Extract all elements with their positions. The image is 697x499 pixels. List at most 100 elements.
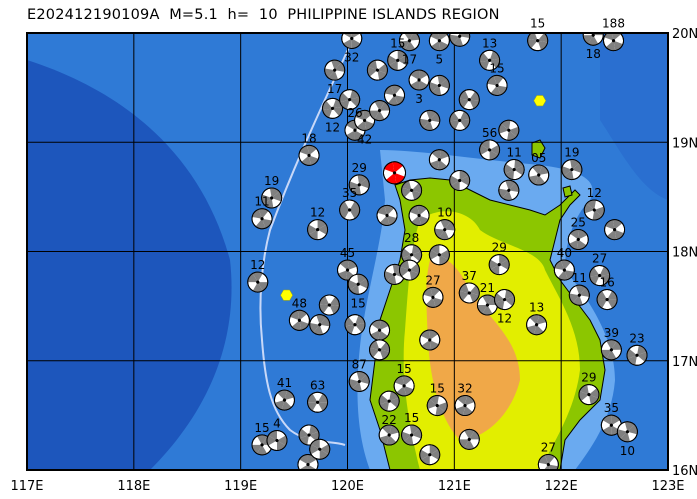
- focal-mechanism-beachball[interactable]: [419, 444, 441, 466]
- mechanism-label: 3: [415, 92, 423, 106]
- focal-mechanism-beachball[interactable]: [375, 421, 403, 449]
- focal-mechanism-beachball[interactable]: [431, 216, 458, 243]
- focal-mechanism-beachball[interactable]: [347, 273, 369, 295]
- focal-mechanism-beachball[interactable]: [405, 66, 432, 93]
- focal-mechanism-beachball[interactable]: [447, 23, 473, 49]
- focal-mechanism-beachball[interactable]: [375, 203, 399, 227]
- focal-mechanism-beachball[interactable]: [400, 243, 423, 266]
- focal-mechanism-beachball[interactable]: [347, 369, 371, 393]
- focal-mechanism-beachball[interactable]: [426, 27, 453, 54]
- focal-mechanism-beachball[interactable]: [455, 86, 483, 114]
- focal-mechanism-beachball[interactable]: [496, 117, 522, 143]
- focal-mechanism-beachball[interactable]: [307, 312, 333, 338]
- focal-mechanism-beachball[interactable]: [320, 96, 346, 122]
- focal-mechanism-beachball[interactable]: [365, 336, 393, 364]
- focal-mechanism-beachball[interactable]: [488, 254, 510, 276]
- target-event-beachball[interactable]: [380, 159, 408, 187]
- focal-mechanism-beachball[interactable]: [503, 159, 525, 181]
- focal-mechanism-beachball[interactable]: [575, 381, 603, 409]
- focal-mechanism-beachball[interactable]: [560, 158, 583, 181]
- focal-mechanism-beachball[interactable]: [586, 262, 613, 289]
- focal-mechanism-beachball[interactable]: [342, 312, 368, 338]
- focal-mechanism-beachball[interactable]: [602, 217, 628, 243]
- focal-mechanism-beachball[interactable]: [496, 178, 522, 204]
- focal-mechanism-beachball[interactable]: [525, 161, 553, 189]
- focal-mechanism-beachball[interactable]: [400, 423, 423, 446]
- focal-mechanism-beachball[interactable]: [522, 311, 550, 339]
- focal-mechanism-beachball[interactable]: [581, 197, 607, 223]
- focal-mechanism-beachball[interactable]: [352, 108, 378, 134]
- lon-tick-label: 121E: [438, 479, 471, 494]
- mechanism-label: 18: [301, 131, 316, 145]
- focal-mechanism-beachball[interactable]: [598, 336, 625, 363]
- focal-mechanism-beachball[interactable]: [615, 420, 639, 444]
- focal-mechanism-beachball[interactable]: [322, 57, 348, 83]
- focal-mechanism-beachball[interactable]: [247, 271, 269, 293]
- focal-mechanism-beachball[interactable]: [336, 196, 363, 223]
- focal-mechanism-beachball[interactable]: [296, 143, 322, 169]
- focal-mechanism-beachball[interactable]: [421, 285, 445, 309]
- map-frame: [26, 32, 669, 471]
- focal-mechanism-beachball[interactable]: [593, 286, 620, 313]
- focal-mechanism-beachball[interactable]: [297, 423, 320, 446]
- mechanism-label: 10: [620, 444, 635, 458]
- mechanism-label: 5: [436, 53, 444, 67]
- focal-mechanism-beachball[interactable]: [397, 176, 425, 204]
- focal-mechanism-beachball[interactable]: [449, 169, 471, 191]
- mechanism-label: 41: [277, 376, 292, 390]
- focal-mechanism-beachball[interactable]: [524, 27, 552, 55]
- focal-mechanism-beachball[interactable]: [553, 258, 576, 281]
- mechanism-label: 4: [273, 417, 281, 431]
- mechanism-label: 27: [425, 273, 440, 287]
- mechanism-label: 63: [310, 378, 325, 392]
- focal-mechanism-beachball[interactable]: [424, 393, 450, 419]
- focal-mechanism-beachball[interactable]: [307, 219, 329, 241]
- focal-mechanism-beachball[interactable]: [363, 56, 391, 84]
- focal-mechanism-beachball[interactable]: [580, 22, 607, 49]
- focal-mechanism-beachball[interactable]: [366, 97, 393, 124]
- focal-mechanism-beachball[interactable]: [564, 226, 592, 254]
- focal-mechanism-beachball[interactable]: [387, 49, 409, 71]
- focal-mechanism-beachball[interactable]: [428, 74, 451, 97]
- focal-mechanism-beachball[interactable]: [260, 186, 283, 209]
- focal-mechanism-beachball[interactable]: [567, 282, 593, 308]
- focal-mechanism-beachball[interactable]: [250, 207, 273, 230]
- focal-mechanism-beachball[interactable]: [477, 47, 503, 73]
- mechanism-label: 87: [352, 358, 367, 372]
- focal-mechanism-beachball[interactable]: [391, 373, 417, 399]
- mechanism-label: 23: [629, 331, 644, 345]
- focal-mechanism-beachball[interactable]: [306, 436, 333, 463]
- focal-mechanism-beachball[interactable]: [270, 386, 298, 414]
- lon-tick-label: 119E: [224, 479, 257, 494]
- mechanism-label: 17: [327, 82, 342, 96]
- focal-mechanism-beachball[interactable]: [474, 291, 501, 318]
- focal-mechanism-beachball[interactable]: [417, 108, 443, 134]
- lon-tick-label: 118E: [117, 479, 150, 494]
- focal-mechanism-beachball[interactable]: [485, 74, 508, 97]
- focal-mechanism-beachball[interactable]: [451, 391, 479, 419]
- focal-mechanism-beachball[interactable]: [426, 241, 453, 268]
- focal-mechanism-beachball[interactable]: [287, 308, 313, 334]
- focal-mechanism-beachball[interactable]: [455, 279, 483, 307]
- focal-mechanism-beachball[interactable]: [378, 390, 401, 413]
- focal-mechanism-beachball[interactable]: [348, 173, 371, 196]
- mechanism-label: 188: [602, 17, 625, 31]
- focal-mechanism-beachball[interactable]: [476, 136, 503, 163]
- focal-mechanism-beachball[interactable]: [493, 288, 516, 311]
- focal-mechanism-beachball[interactable]: [396, 27, 424, 55]
- focal-mechanism-beachball[interactable]: [601, 28, 627, 54]
- focal-mechanism-beachball[interactable]: [416, 327, 443, 354]
- focal-mechanism-beachball[interactable]: [366, 316, 394, 344]
- focal-mechanism-beachball[interactable]: [337, 87, 361, 111]
- focal-mechanism-beachball[interactable]: [406, 203, 432, 229]
- focal-mechanism-beachball[interactable]: [315, 291, 343, 319]
- focal-mechanism-beachball[interactable]: [383, 84, 406, 107]
- focal-mechanism-beachball[interactable]: [446, 107, 473, 134]
- focal-mechanism-beachball[interactable]: [456, 426, 483, 453]
- focal-mechanism-beachball[interactable]: [625, 344, 648, 367]
- focal-mechanism-beachball[interactable]: [395, 256, 423, 284]
- focal-mechanism-beachball[interactable]: [425, 146, 453, 174]
- focal-mechanism-beachball[interactable]: [263, 427, 290, 454]
- focal-mechanism-beachball[interactable]: [304, 389, 331, 416]
